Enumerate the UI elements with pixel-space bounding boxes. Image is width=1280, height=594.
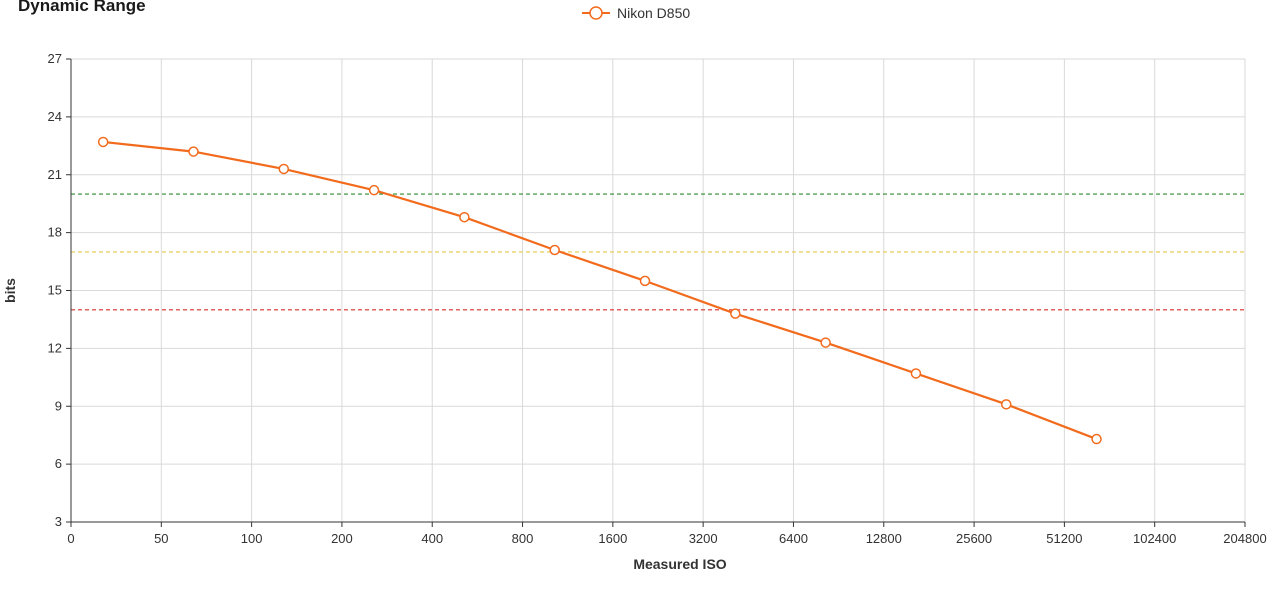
legend-marker	[589, 6, 603, 20]
x-tick-label: 0	[67, 531, 74, 546]
y-tick-label: 21	[48, 167, 62, 182]
x-tick-label: 6400	[779, 531, 808, 546]
legend[interactable]: Nikon D850	[582, 5, 690, 21]
chart-title: Dynamic Range	[18, 0, 146, 15]
y-tick-label: 9	[55, 398, 62, 413]
x-tick-label: 400	[421, 531, 443, 546]
series-layer	[97, 136, 1102, 445]
y-tick-label: 12	[48, 340, 62, 355]
data-point	[278, 163, 290, 175]
x-axis-title: Measured ISO	[633, 556, 726, 572]
axes: 3 6 9 12 15 18 21 24 27 0 50 100 200 400 800 1600 3200 64…	[2, 51, 1267, 572]
y-tick-label: 24	[48, 109, 62, 124]
y-tick-label: 18	[48, 225, 62, 240]
x-tick-label: 102400	[1133, 531, 1176, 546]
data-point	[820, 337, 831, 348]
data-point	[459, 211, 470, 223]
y-tick-label: 3	[55, 514, 62, 529]
y-tick-label: 15	[48, 283, 62, 298]
data-point	[910, 368, 922, 379]
x-tick-label: 200	[331, 531, 353, 546]
x-tick-label: 51200	[1046, 531, 1082, 546]
grid-layer	[71, 58, 1246, 522]
data-point	[188, 146, 199, 157]
x-tick-label: 25600	[956, 531, 992, 546]
y-tick-label: 27	[48, 51, 62, 66]
data-point	[1000, 399, 1012, 410]
x-tick-label: 1600	[598, 531, 627, 546]
data-point	[730, 308, 741, 319]
x-tick-label: 100	[241, 531, 263, 546]
data-point	[1091, 433, 1102, 445]
reference-lines	[71, 193, 1245, 311]
x-tick-label: 12800	[866, 531, 902, 546]
legend-label: Nikon D850	[617, 5, 690, 21]
x-tick-label: 204800	[1223, 531, 1266, 546]
data-point	[97, 136, 109, 148]
y-tick-label: 6	[55, 456, 62, 471]
data-point	[549, 244, 560, 256]
x-tick-label: 50	[154, 531, 168, 546]
y-axis-title: bits	[2, 278, 18, 303]
x-tick-label: 800	[512, 531, 534, 546]
data-point	[639, 275, 651, 287]
x-tick-label: 3200	[689, 531, 718, 546]
series-line	[103, 140, 1097, 441]
data-point	[368, 184, 380, 196]
